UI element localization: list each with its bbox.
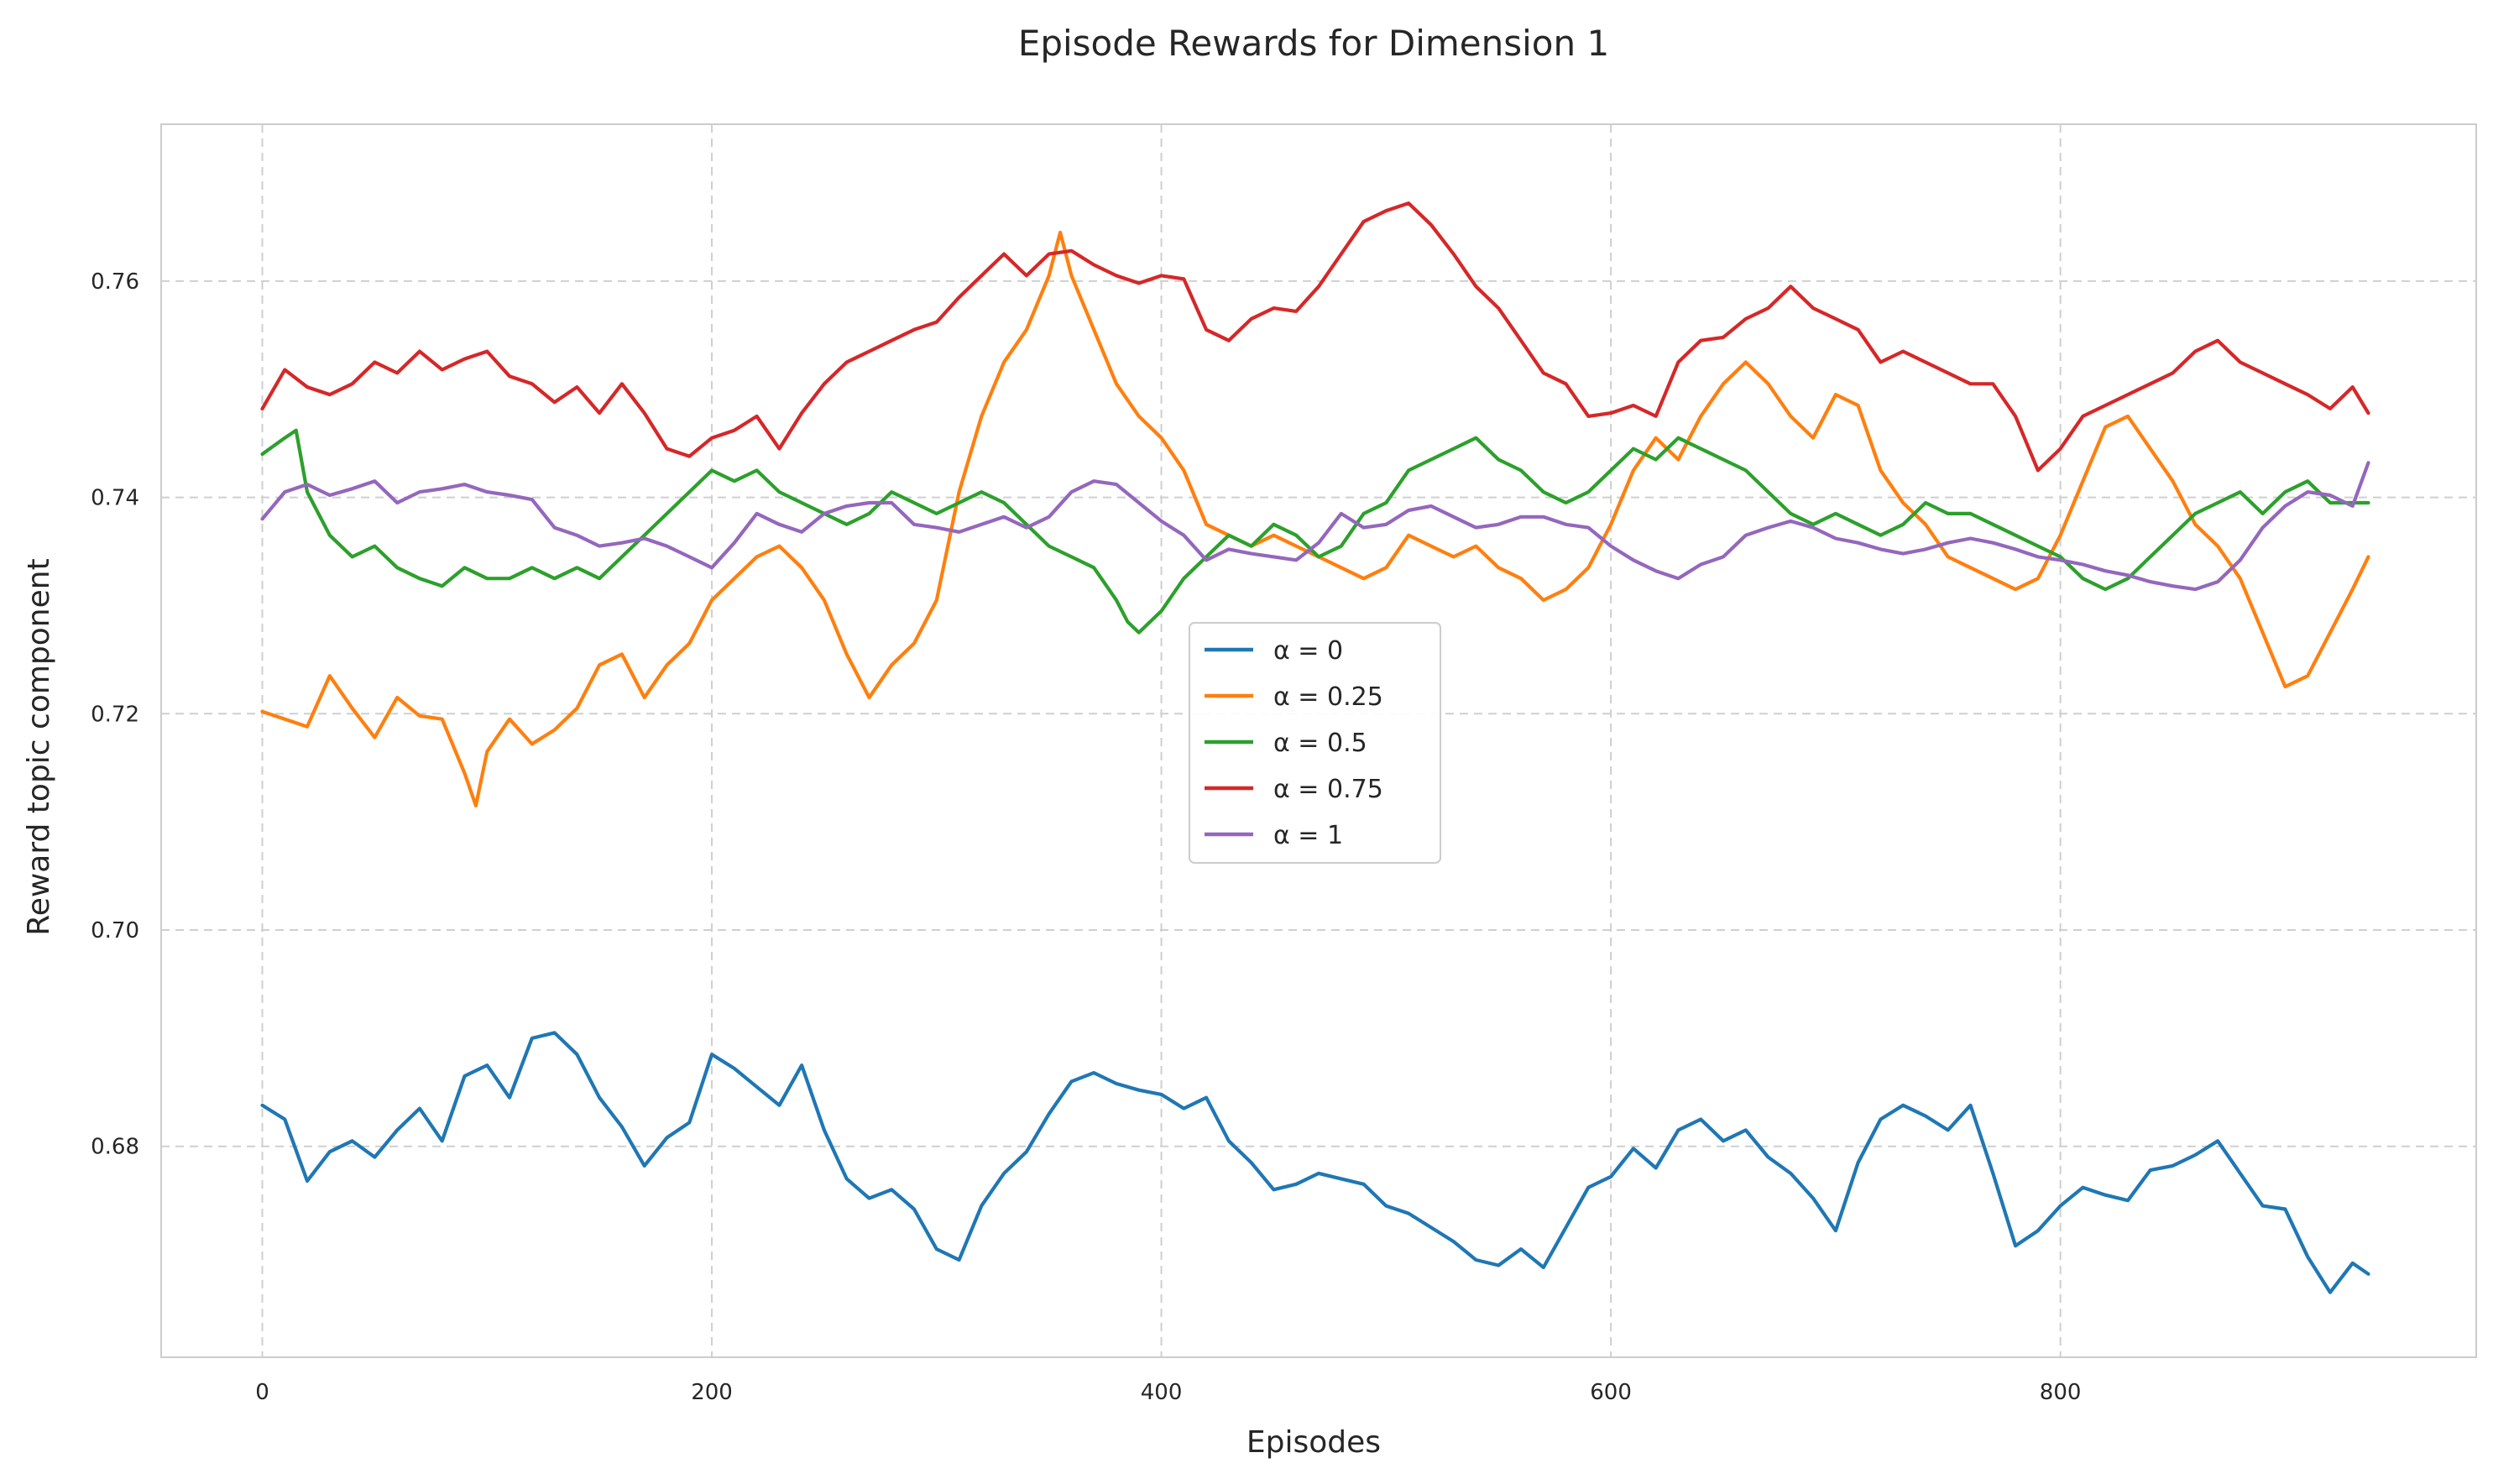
legend-label-4: α = 1 [1273, 821, 1343, 850]
y-axis-ticks: 0.68 0.70 0.72 0.74 0.76 [91, 269, 139, 1160]
y-axis-label: Reward topic component [22, 558, 56, 935]
y-tick-label: 0.76 [91, 269, 139, 295]
x-tick-label: 400 [1141, 1380, 1183, 1405]
legend: α = 0 α = 0.25 α = 0.5 α = 0.75 α = 1 [1189, 622, 1441, 864]
x-tick-label: 200 [691, 1380, 733, 1405]
legend-box [1189, 622, 1441, 864]
x-tick-label: 600 [1590, 1380, 1632, 1405]
series-line-3 [260, 201, 2370, 473]
legend-label-2: α = 0.5 [1273, 729, 1367, 758]
legend-label-0: α = 0 [1273, 636, 1343, 666]
series-line-2 [260, 428, 2370, 635]
legend-label-3: α = 0.75 [1273, 775, 1383, 804]
y-tick-label: 0.68 [91, 1135, 139, 1160]
y-tick-label: 0.74 [91, 486, 139, 511]
x-tick-label: 0 [255, 1380, 269, 1405]
series-line-1 [260, 230, 2370, 807]
legend-label-1: α = 0.25 [1273, 682, 1383, 712]
series-line-0 [260, 1031, 2370, 1294]
x-tick-label: 800 [2040, 1380, 2082, 1405]
series-line-4 [260, 461, 2370, 592]
x-axis-ticks: 0 200 400 600 800 [255, 1380, 2081, 1405]
series-layer [260, 201, 2370, 1294]
x-axis-label: Episodes [1246, 1425, 1381, 1460]
y-tick-label: 0.72 [91, 702, 139, 727]
chart-title: Episode Rewards for Dimension 1 [1018, 23, 1609, 64]
y-tick-label: 0.70 [91, 918, 139, 943]
